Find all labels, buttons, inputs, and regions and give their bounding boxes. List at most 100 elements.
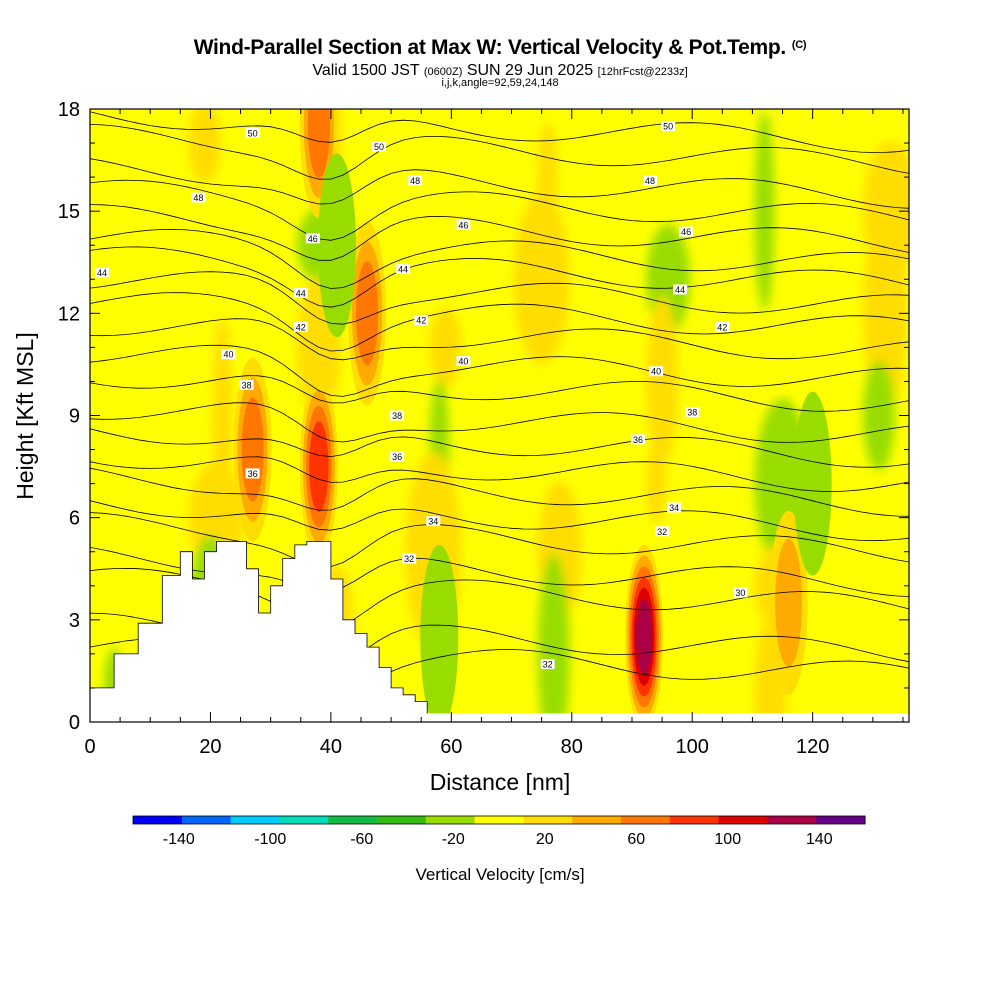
contour-label-text: 50 (374, 142, 384, 152)
valid-prefix: Valid 1500 JST (312, 62, 424, 79)
colorbar-segment (621, 816, 671, 824)
contour-label-text: 50 (248, 128, 258, 138)
y-axis-title: Height [Kft MSL] (12, 332, 38, 499)
contour-label-bg (396, 264, 411, 275)
updraft-core (769, 510, 808, 695)
contour-label-text: 44 (296, 288, 306, 298)
contour-label: 32 (402, 553, 417, 564)
theta-contour-40 (90, 344, 909, 397)
y-tick-label: 3 (69, 610, 80, 632)
contour-label-text: 44 (97, 268, 107, 278)
theta-contour-50 (90, 124, 909, 180)
contour-label-text: 44 (675, 285, 685, 295)
updraft-level (241, 397, 264, 502)
theta-contour-46 (90, 204, 909, 261)
contour-label: 36 (631, 434, 646, 445)
chart-title-text: Wind-Parallel Section at Max W: Vertical… (193, 36, 787, 59)
contour-label-text: 42 (717, 322, 727, 332)
y-tick-label: 12 (58, 303, 80, 325)
contour-label-text: 42 (296, 322, 306, 332)
colorbar-segment (328, 816, 378, 824)
downdraft-level (317, 153, 356, 338)
contour-label: 48 (408, 175, 423, 186)
colorbar-border (132, 815, 866, 825)
below-ground (90, 713, 909, 722)
theta-contour-46 (90, 228, 909, 289)
updraft-core (299, 109, 338, 219)
valid-utc: (0600Z) (423, 66, 463, 78)
contour-label: 34 (667, 502, 682, 513)
contour-label-text: 46 (308, 234, 318, 244)
colorbar-segment (425, 816, 476, 824)
contour-label-bg (667, 502, 682, 513)
colorbar-tick-label: -140 (163, 831, 195, 848)
contour-label: 44 (95, 267, 110, 278)
theta-contour-48 (90, 179, 909, 241)
contour-label-bg (456, 219, 471, 230)
contour-label-text: 40 (651, 367, 661, 377)
x-tick-label: 20 (199, 736, 221, 758)
updraft-core (625, 544, 664, 722)
theta-contour-40 (90, 375, 909, 412)
contour-label-text: 32 (404, 554, 414, 564)
updraft-core (348, 221, 387, 406)
contour-label-bg (679, 226, 694, 237)
contour-label: 50 (661, 121, 676, 132)
x-axis-title: Distance [nm] (430, 769, 571, 795)
contour-label: 36 (390, 451, 405, 462)
theta-contour-48 (90, 158, 909, 209)
contour-label-bg (390, 451, 405, 462)
terrain-fill (90, 541, 428, 722)
contour-label: 48 (643, 175, 658, 186)
colorbar-segment (669, 816, 720, 824)
contour-label: 48 (191, 192, 206, 203)
contour-label-bg (456, 356, 471, 367)
contour-label: 42 (293, 321, 308, 332)
contour-label-bg (402, 553, 417, 564)
x-tick-label: 100 (676, 736, 709, 758)
colorbar-tick-label: -100 (254, 831, 286, 848)
updraft-level (635, 598, 653, 676)
x-tick-label: 80 (561, 736, 583, 758)
contour-label-text: 38 (687, 408, 697, 418)
theta-contour-42 (90, 292, 909, 352)
colorbar-segment (279, 816, 329, 824)
colorbar-segment (133, 816, 183, 824)
downdraft-core (420, 544, 459, 722)
updraft-level (356, 261, 379, 366)
contour-label-text: 46 (681, 227, 691, 237)
colorbar-tick-label: -60 (350, 831, 373, 848)
colorbar-segment (523, 816, 573, 824)
contour-label-bg (733, 587, 748, 598)
contour-label-bg (414, 315, 429, 326)
colorbar-tick-label: 100 (714, 831, 741, 848)
updraft-level (775, 538, 802, 667)
colorbar-tick-label: 60 (627, 831, 645, 848)
colorbar-segment (767, 816, 817, 824)
theta-contour-38 (90, 402, 909, 443)
contour-label-bg (293, 287, 308, 298)
colorbar-segment (181, 816, 232, 824)
contour-label-text: 48 (410, 176, 420, 186)
theta-contour-36 (90, 467, 909, 517)
colorbar-tick-label: 140 (806, 831, 833, 848)
contour-label: 50 (372, 141, 387, 152)
field-band (754, 111, 775, 312)
contour-label: 30 (733, 587, 748, 598)
contour-label: 32 (540, 659, 555, 670)
contour-label-text: 32 (543, 660, 553, 670)
valid-time-line: Valid 1500 JST (0600Z) SUN 29 Jun 2025 [… (0, 62, 1000, 80)
contour-label-bg (685, 407, 700, 418)
contour-label-bg (239, 379, 254, 390)
contour-label-text: 34 (428, 517, 438, 527)
contour-label-bg (631, 434, 646, 445)
contour-label-bg (540, 659, 555, 670)
contour-label-text: 42 (416, 316, 426, 326)
contour-label: 42 (414, 315, 429, 326)
field-band (646, 443, 667, 524)
contour-label-text: 48 (193, 193, 203, 203)
contour-label-text: 40 (458, 357, 468, 367)
theta-contour-38 (90, 428, 909, 468)
contour-label: 38 (390, 410, 405, 421)
